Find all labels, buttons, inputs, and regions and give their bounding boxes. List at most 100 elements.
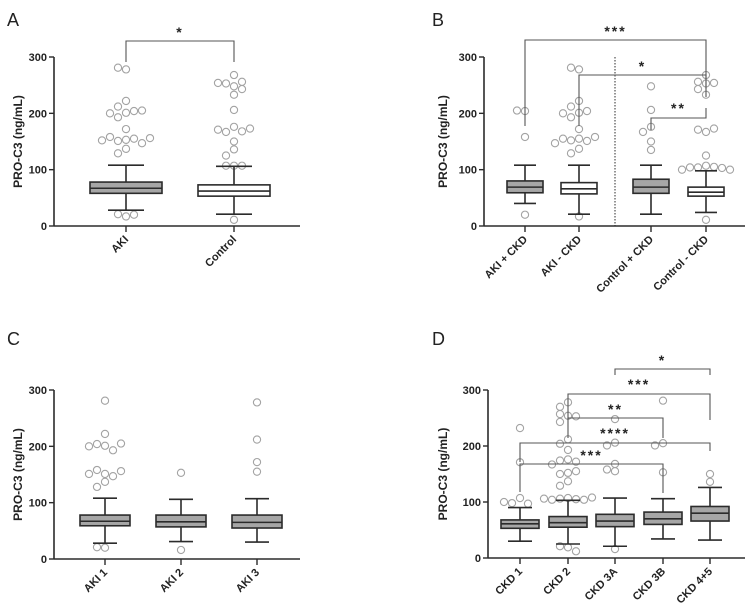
box-ckd-2 bbox=[539, 398, 597, 556]
outlier-point bbox=[555, 469, 565, 479]
outlier-point bbox=[574, 124, 584, 134]
outlier-point bbox=[84, 442, 94, 451]
outlier-point bbox=[563, 543, 573, 552]
outlier-point bbox=[237, 84, 247, 94]
y-tick-label: 100 bbox=[459, 165, 477, 177]
y-tick-label: 300 bbox=[29, 385, 47, 397]
outlier-point bbox=[709, 162, 719, 171]
significance-bracket: ** bbox=[650, 100, 707, 130]
box-aki-ckd bbox=[506, 106, 544, 219]
outlier-point bbox=[100, 441, 110, 450]
outlier-point bbox=[558, 109, 568, 118]
outlier-point bbox=[520, 210, 530, 219]
outlier-point bbox=[563, 477, 573, 486]
panel-letter: C bbox=[7, 329, 20, 349]
outlier-point bbox=[512, 106, 522, 115]
y-tick-label: 100 bbox=[29, 498, 47, 510]
outlier-point bbox=[100, 543, 110, 552]
outlier-point bbox=[685, 163, 695, 172]
panel-b: B 0 100 200 300 PRO-C3 (ng/mL) AKI + CKD AKI - … bbox=[432, 10, 745, 295]
box-aki-1 bbox=[79, 396, 131, 552]
outlier-point bbox=[137, 106, 147, 115]
bracket-line bbox=[125, 40, 235, 62]
significance-label: **** bbox=[600, 425, 630, 441]
outlier-point bbox=[555, 494, 565, 503]
outlier-point bbox=[229, 82, 239, 91]
outlier-point bbox=[566, 102, 576, 111]
panel-a: A 0 100 200 300 PRO-C3 (ng/mL) AKI Control * bbox=[7, 10, 300, 270]
outlier-point bbox=[121, 212, 131, 221]
significance-bracket: *** bbox=[567, 376, 711, 420]
outlier-point bbox=[113, 113, 123, 122]
outlier-point bbox=[610, 414, 620, 424]
outlier-point bbox=[590, 132, 600, 142]
outlier-point bbox=[709, 124, 719, 133]
outlier-point bbox=[92, 543, 102, 552]
outlier-point bbox=[213, 125, 223, 134]
box-aki-2 bbox=[155, 468, 207, 555]
outlier-point bbox=[555, 542, 565, 551]
significance-bracket: *** bbox=[524, 23, 707, 126]
x-tick-label: CKD 3A bbox=[583, 566, 620, 603]
outlier-point bbox=[610, 467, 620, 476]
outlier-point bbox=[229, 70, 239, 80]
outlier-point bbox=[113, 149, 123, 158]
box-control-ckd bbox=[632, 82, 670, 215]
outlier-point bbox=[113, 102, 123, 111]
outlier-point bbox=[709, 78, 719, 88]
outlier-point bbox=[229, 105, 239, 115]
y-axis-label: PRO-C3 (ng/mL) bbox=[11, 428, 25, 521]
outlier-point bbox=[499, 497, 509, 507]
outlier-point bbox=[121, 65, 131, 74]
outlier-point bbox=[523, 499, 533, 508]
outlier-point bbox=[566, 113, 576, 122]
outlier-point bbox=[105, 109, 115, 118]
significance-bracket: ** bbox=[567, 401, 664, 438]
box-iqr bbox=[548, 515, 588, 528]
y-axis-label: PRO-C3 (ng/mL) bbox=[11, 95, 25, 188]
outlier-point bbox=[693, 77, 703, 86]
outlier-point bbox=[555, 417, 565, 427]
x-tick-label: AKI 3 bbox=[234, 567, 262, 595]
outlier-point bbox=[520, 132, 530, 142]
y-tick-label: 0 bbox=[41, 554, 47, 566]
x-tick-label: AKI bbox=[109, 234, 131, 256]
significance-bracket: * bbox=[125, 24, 235, 62]
significance-bracket: *** bbox=[519, 447, 664, 493]
x-tick-label: CKD 1 bbox=[493, 566, 525, 598]
bracket-line bbox=[519, 442, 711, 462]
outlier-point bbox=[176, 545, 186, 555]
outlier-point bbox=[555, 481, 565, 490]
outlier-point bbox=[245, 124, 255, 133]
x-tick-label: CKD 4+5 bbox=[674, 566, 715, 607]
outlier-point bbox=[574, 65, 584, 74]
outlier-point bbox=[701, 127, 711, 137]
outlier-point bbox=[693, 84, 703, 94]
panel-letter: B bbox=[432, 10, 444, 30]
significance-label: * bbox=[659, 352, 666, 368]
outlier-point bbox=[221, 127, 231, 137]
outlier-point bbox=[638, 127, 648, 137]
x-tick-label: Control bbox=[203, 234, 239, 270]
outlier-point bbox=[646, 145, 656, 155]
outlier-point bbox=[252, 457, 262, 467]
outlier-point bbox=[221, 151, 231, 160]
outlier-point bbox=[571, 495, 581, 504]
x-tick-label: Control - CKD bbox=[651, 234, 711, 294]
box-iqr bbox=[155, 514, 207, 528]
box-ckd-4-5 bbox=[690, 469, 730, 541]
outlier-point bbox=[97, 136, 107, 145]
outlier-point bbox=[100, 469, 110, 479]
outlier-point bbox=[121, 144, 131, 153]
outlier-point bbox=[229, 122, 239, 132]
y-tick-label: 200 bbox=[29, 108, 47, 120]
box-iqr bbox=[632, 178, 670, 195]
box-control-ckd bbox=[677, 70, 735, 224]
outlier-point bbox=[113, 210, 123, 219]
x-tick-label: CKD 3B bbox=[631, 566, 668, 603]
outlier-point bbox=[650, 441, 660, 450]
outlier-point bbox=[105, 132, 115, 142]
outlier-point bbox=[145, 133, 155, 143]
outlier-point bbox=[705, 469, 715, 479]
outlier-point bbox=[602, 441, 612, 450]
